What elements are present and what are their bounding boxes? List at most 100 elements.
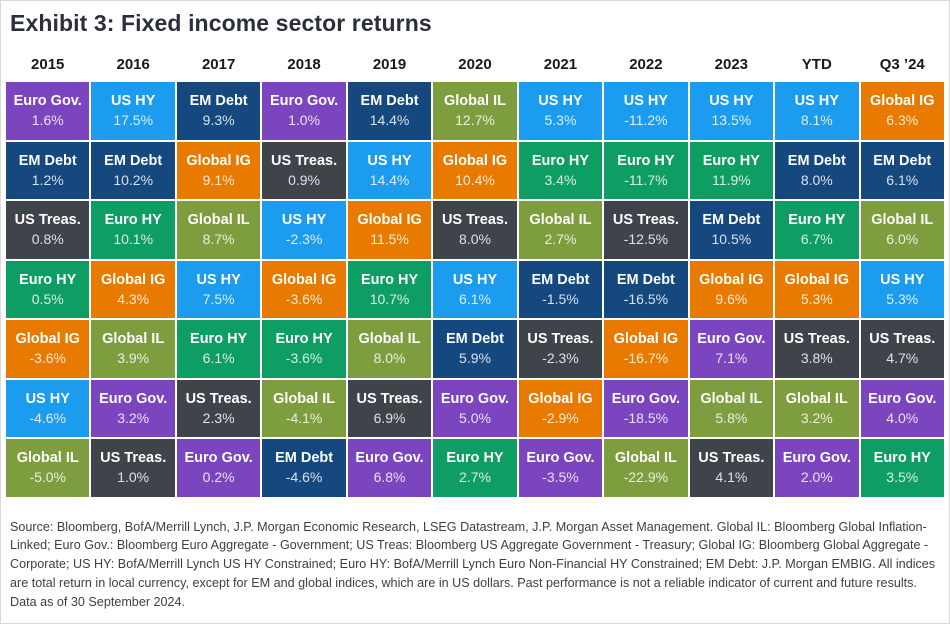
- grid-cell: US Treas. 1.0%: [91, 439, 175, 497]
- sector-label: EM Debt: [787, 152, 846, 169]
- value-label: 8.1%: [800, 112, 833, 129]
- sector-label: EM Debt: [445, 331, 504, 348]
- grid-cell: Euro Gov. 7.1%: [689, 320, 774, 378]
- grid-cell: Euro HY 6.1%: [176, 320, 261, 378]
- sector-label: US Treas.: [14, 212, 81, 229]
- sector-label: Global IG: [528, 390, 593, 407]
- year-header: 2016: [116, 56, 150, 73]
- sector-label: Euro HY: [702, 152, 760, 169]
- value-label: -11.2%: [624, 112, 668, 129]
- sector-label: US Treas.: [185, 390, 252, 407]
- value-label: 4.7%: [886, 350, 919, 367]
- year-header: 2022: [629, 56, 663, 73]
- year-header: 2015: [31, 56, 65, 73]
- sector-label: US Treas.: [612, 212, 679, 229]
- value-label: 6.7%: [800, 231, 833, 248]
- value-label: -3.6%: [285, 290, 323, 307]
- value-label: 9.6%: [715, 290, 748, 307]
- grid-cell: US HY 8.1%: [775, 82, 859, 140]
- sector-label: Euro Gov.: [269, 93, 339, 110]
- sector-label: EM Debt: [616, 271, 675, 288]
- sector-label: Euro Gov.: [782, 450, 851, 467]
- grid-cell: Euro Gov. -18.5%: [604, 379, 688, 437]
- grid-cell: EM Debt 10.2%: [91, 141, 175, 199]
- value-label: 1.0%: [117, 469, 150, 486]
- sector-label: Euro Gov.: [440, 390, 510, 407]
- grid-cell: Global IG -2.9%: [518, 379, 603, 437]
- sector-label: US Treas.: [441, 212, 509, 229]
- sector-label: US HY: [880, 271, 925, 288]
- value-label: -12.5%: [623, 231, 669, 248]
- sector-label: Global IL: [700, 390, 763, 407]
- sector-label: US Treas.: [869, 331, 936, 348]
- sector-label: Global IL: [614, 450, 677, 467]
- returns-grid: 2015 2016 2017 2018 2019 2020 2021 2022 2023 YTD Q…: [6, 49, 944, 497]
- value-label: 7.5%: [202, 290, 235, 307]
- year-header: 2017: [201, 56, 236, 73]
- value-label: 2.7%: [459, 469, 491, 486]
- sector-label: US HY: [794, 93, 839, 110]
- value-label: -4.6%: [285, 469, 323, 486]
- grid-cell: Global IG 6.3%: [860, 82, 944, 140]
- grid-cell: US Treas. 2.3%: [176, 379, 261, 437]
- value-label: 0.2%: [202, 469, 235, 486]
- sector-label: Euro Gov.: [611, 390, 680, 407]
- sector-label: Euro HY: [531, 152, 590, 169]
- grid-cell: Global IG 4.3%: [91, 260, 175, 318]
- value-label: 10.1%: [113, 231, 154, 248]
- value-label: -5.0%: [29, 469, 67, 486]
- year-header: 2019: [372, 56, 407, 73]
- grid-cell: US HY 17.5%: [91, 82, 175, 140]
- sector-label: US HY: [111, 93, 156, 110]
- value-label: 10.2%: [113, 171, 154, 188]
- grid-cell: Global IL 12.7%: [433, 82, 517, 140]
- grid-cell: Global IL 2.7%: [518, 201, 603, 259]
- value-label: 1.2%: [31, 171, 64, 188]
- grid-cell: Global IL 3.2%: [775, 379, 859, 437]
- sector-label: US Treas.: [783, 331, 850, 348]
- year-header: 2021: [543, 56, 578, 73]
- value-label: 5.8%: [715, 409, 748, 426]
- sector-label: EM Debt: [104, 152, 163, 169]
- value-label: 8.0%: [373, 350, 406, 367]
- grid-cell: Global IL 5.8%: [689, 379, 774, 437]
- value-label: 8.0%: [459, 231, 491, 248]
- value-label: 1.0%: [288, 112, 321, 129]
- sector-label: Euro Gov.: [526, 450, 595, 467]
- grid-cell: EM Debt -4.6%: [262, 439, 346, 497]
- value-label: 2.7%: [544, 231, 577, 248]
- grid-cell: Global IG 9.1%: [176, 141, 261, 199]
- sector-label: US Treas.: [698, 450, 765, 467]
- grid-cell: Global IG 5.3%: [775, 260, 859, 318]
- sector-label: Global IL: [529, 212, 592, 229]
- sector-label: Global IG: [613, 331, 679, 348]
- sector-label: Euro Gov.: [355, 450, 424, 467]
- value-label: 3.2%: [117, 409, 150, 426]
- sector-label: Euro Gov.: [99, 390, 168, 407]
- sector-label: EM Debt: [275, 450, 334, 467]
- grid-cell: Euro Gov. 3.2%: [91, 379, 175, 437]
- grid-cell: Global IL 8.7%: [176, 201, 261, 259]
- year-header: 2020: [458, 56, 492, 73]
- grid-cell: Global IL 6.0%: [860, 201, 944, 259]
- grid-cell: Global IL 8.0%: [347, 320, 432, 378]
- value-label: 4.3%: [117, 290, 150, 307]
- grid-cell: US Treas. -2.3%: [518, 320, 603, 378]
- value-label: 6.0%: [886, 231, 919, 248]
- grid-cell: US HY 13.5%: [689, 82, 774, 140]
- grid-cell: Euro HY 2.7%: [433, 439, 517, 497]
- sector-label: Global IG: [100, 271, 166, 288]
- value-label: 17.5%: [113, 112, 154, 129]
- sector-label: Euro Gov.: [697, 331, 766, 348]
- year-header: 2018: [287, 56, 321, 73]
- grid-cell: Euro Gov. 1.6%: [6, 82, 90, 140]
- grid-cell: US HY -11.2%: [604, 82, 688, 140]
- year-header: 2023: [714, 56, 749, 73]
- grid-cell: Global IG 10.4%: [433, 141, 517, 199]
- grid-cell: US HY 14.4%: [347, 141, 432, 199]
- grid-cell: US HY 5.3%: [860, 260, 944, 318]
- source-note: Source: Bloomberg, BofA/Merrill Lynch, J…: [10, 519, 936, 610]
- grid-cell: Global IG 9.6%: [689, 260, 774, 318]
- value-label: 0.9%: [288, 171, 321, 188]
- grid-cell: EM Debt 9.3%: [176, 82, 261, 140]
